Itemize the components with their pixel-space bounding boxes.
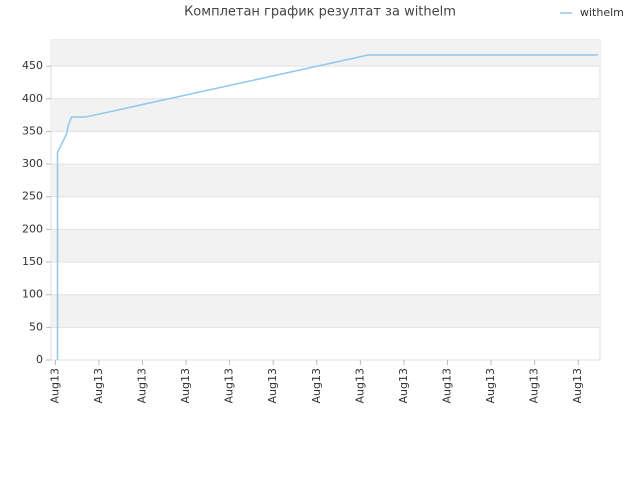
x-tick-label: Aug13 <box>223 368 236 403</box>
grid-band <box>51 40 600 67</box>
x-tick-label: Aug13 <box>441 368 454 403</box>
x-tick-label: Aug13 <box>571 368 584 403</box>
y-tick-label: 350 <box>22 124 43 137</box>
y-tick-label: 50 <box>29 320 43 333</box>
chart-title: Комплетан график резултат за withelm <box>184 5 456 20</box>
y-tick-label: 300 <box>22 157 43 170</box>
x-tick-label: Aug13 <box>48 368 61 403</box>
series-line <box>56 54 598 360</box>
x-tick-label: Aug13 <box>484 368 497 403</box>
y-tick-label: 150 <box>22 255 43 268</box>
y-tick-label: 200 <box>22 222 43 235</box>
x-tick-label: Aug13 <box>136 368 149 403</box>
grid-band <box>51 98 600 132</box>
legend-label: withelm <box>580 6 624 19</box>
x-tick-label: Aug13 <box>179 368 192 403</box>
y-tick-label: 250 <box>22 190 43 203</box>
x-tick-label: Aug13 <box>528 368 541 403</box>
y-tick-label: 450 <box>22 59 43 72</box>
x-tick-label: Aug13 <box>92 368 105 403</box>
y-tick-label: 100 <box>22 288 43 301</box>
grid-band <box>51 164 600 197</box>
x-tick-label: Aug13 <box>353 368 366 403</box>
grid-band <box>51 294 600 328</box>
y-tick-label: 400 <box>22 92 43 105</box>
grid-band <box>51 229 600 263</box>
x-tick-label: Aug13 <box>397 368 410 403</box>
x-tick-label: Aug13 <box>310 368 323 403</box>
y-tick-label: 0 <box>36 353 43 366</box>
x-tick-label: Aug13 <box>266 368 279 403</box>
